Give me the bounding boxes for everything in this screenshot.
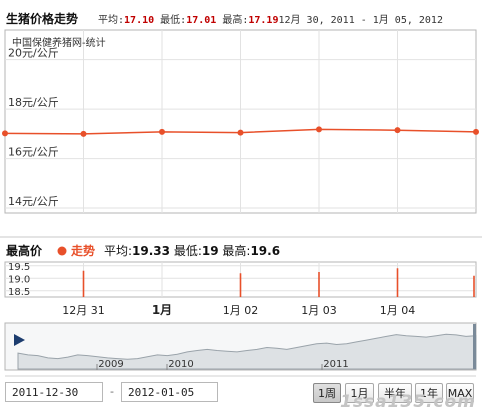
navigator-year-label: 2009 <box>98 359 123 370</box>
chart-header: 生猪价格走势 平均:17.10 最低:17.01 最高:17.1912月 30,… <box>0 0 482 30</box>
chart-subtitle: 中国保健养猪网-统计 <box>12 36 106 49</box>
navigator-year-label: 2010 <box>168 359 193 370</box>
price-point[interactable] <box>473 128 479 135</box>
lower-panel-stats: 平均:19.33 最低:19 最高:19.6 <box>104 243 280 258</box>
range-button-3[interactable]: 1年 <box>415 383 443 403</box>
range-button-0[interactable]: 1周 <box>313 383 341 403</box>
date-separator: - <box>110 385 114 398</box>
range-button-1[interactable]: 1月 <box>345 383 374 403</box>
avg-value: 17.10 <box>124 15 155 26</box>
legend-label: 走势 <box>71 243 95 258</box>
lower-y-tick-label: 18.5 <box>8 287 30 298</box>
y-tick-label: 18元/公斤 <box>8 96 59 109</box>
min-label: 最低: <box>160 15 187 26</box>
lower-panel-title: 最高价 <box>6 243 43 258</box>
price-point[interactable] <box>2 130 8 137</box>
x-tick-label: 1月 03 <box>301 304 337 317</box>
watermark: 1ssa135.com <box>340 392 476 412</box>
y-tick-label: 14元/公斤 <box>8 195 59 208</box>
avg-label: 平均: <box>98 15 125 26</box>
price-point[interactable] <box>394 127 401 134</box>
navigator-plot: 2009 2010 2011 <box>4 322 477 377</box>
range-button-4[interactable]: MAX <box>446 383 474 403</box>
play-icon[interactable] <box>14 334 25 346</box>
navigator-year-label: 2011 <box>323 359 348 370</box>
max-label: 最高: <box>222 15 249 26</box>
range-button-2[interactable]: 半年 <box>378 383 412 403</box>
lower-plot-marks <box>82 268 475 297</box>
min-value: 17.01 <box>186 15 217 26</box>
date-range: 12月 30, 2011 - 1月 05, 2012 <box>278 15 443 26</box>
chart-title: 生猪价格走势 <box>6 12 79 26</box>
navigator-area <box>17 333 477 370</box>
y-tick-label: 20元/公斤 <box>8 47 59 60</box>
end-date-field[interactable]: 2012-01-05 <box>121 382 218 402</box>
lower-y-tick-label: 19.5 <box>8 262 30 273</box>
navigator-selection-handle[interactable] <box>473 324 476 369</box>
price-point[interactable] <box>80 130 87 137</box>
y-tick-label: 16元/公斤 <box>8 146 59 159</box>
price-point[interactable] <box>237 129 244 136</box>
x-tick-label: 1月 04 <box>380 304 416 317</box>
max-value: 17.19 <box>248 15 279 26</box>
header-stats: 平均:17.10 最低:17.01 最高:17.1912月 30, 2011 -… <box>98 11 443 26</box>
main-plot-grid: 20元/公斤 18元/公斤 16元/公斤 14元/公斤 中国保健养猪网-统计 <box>4 29 477 214</box>
x-tick-label: 1月 02 <box>223 304 259 317</box>
start-date-field[interactable]: 2011-12-30 <box>5 382 103 402</box>
legend-dot-icon <box>57 246 67 256</box>
x-tick-label: 1月 <box>152 303 172 317</box>
price-point[interactable] <box>159 128 165 135</box>
price-point[interactable] <box>316 126 322 133</box>
main-plot-marks <box>2 126 479 137</box>
x-tick-label: 12月 31 <box>62 304 105 317</box>
lower-y-tick-label: 19.0 <box>8 274 30 285</box>
